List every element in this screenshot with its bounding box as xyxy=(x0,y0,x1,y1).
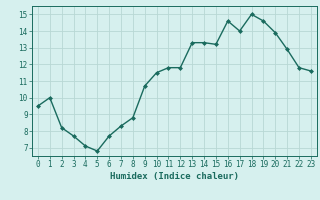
X-axis label: Humidex (Indice chaleur): Humidex (Indice chaleur) xyxy=(110,172,239,181)
